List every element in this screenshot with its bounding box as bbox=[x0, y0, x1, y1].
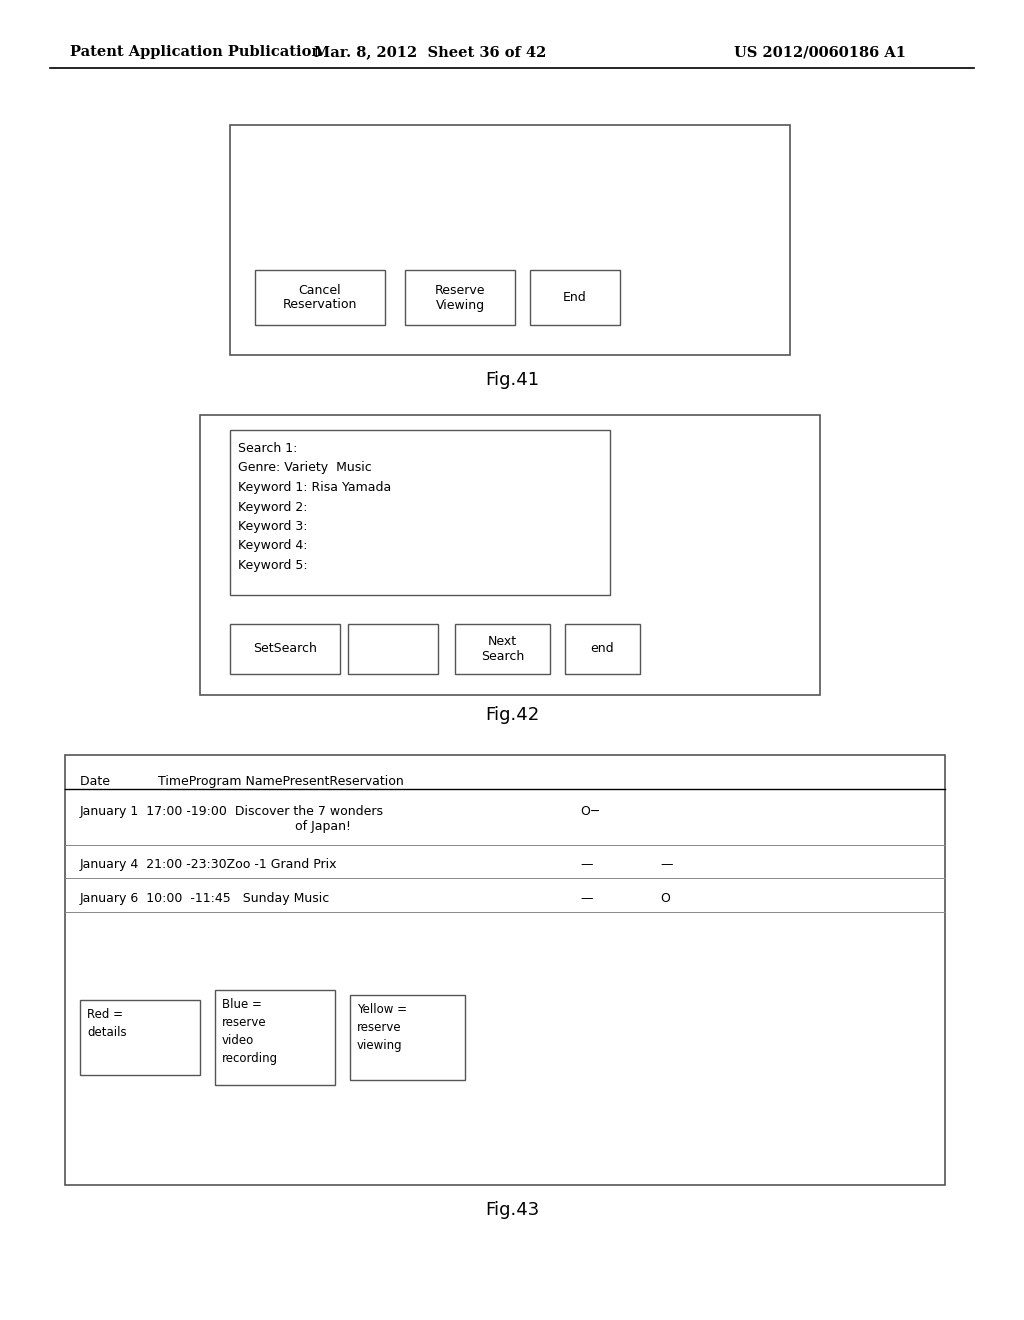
Bar bbox=[565, 624, 640, 675]
Text: Blue =
reserve
video
recording: Blue = reserve video recording bbox=[222, 998, 279, 1065]
Text: Reserve
Viewing: Reserve Viewing bbox=[435, 284, 485, 312]
Text: US 2012/0060186 A1: US 2012/0060186 A1 bbox=[734, 45, 906, 59]
Bar bbox=[215, 990, 335, 1085]
Text: End: End bbox=[563, 290, 587, 304]
Bar bbox=[230, 624, 340, 675]
Text: O−: O− bbox=[580, 805, 600, 818]
Text: January 4  21:00 -23:30Zoo -1 Grand Prix: January 4 21:00 -23:30Zoo -1 Grand Prix bbox=[80, 858, 338, 871]
Text: Red =
details: Red = details bbox=[87, 1008, 127, 1039]
Text: end: end bbox=[591, 643, 614, 656]
Bar bbox=[65, 755, 945, 1185]
Text: Cancel
Reservation: Cancel Reservation bbox=[283, 284, 357, 312]
Text: of Japan!: of Japan! bbox=[295, 820, 351, 833]
Bar bbox=[455, 624, 550, 675]
Bar bbox=[200, 414, 820, 696]
Text: Yellow =
reserve
viewing: Yellow = reserve viewing bbox=[357, 1003, 407, 1052]
Text: January 1  17:00 -19:00  Discover the 7 wonders: January 1 17:00 -19:00 Discover the 7 wo… bbox=[80, 805, 384, 818]
Bar bbox=[530, 271, 620, 325]
Text: —: — bbox=[580, 892, 593, 906]
Bar bbox=[80, 1001, 200, 1074]
Text: Patent Application Publication: Patent Application Publication bbox=[70, 45, 322, 59]
Text: —: — bbox=[660, 858, 673, 871]
Text: Fig.42: Fig.42 bbox=[485, 706, 539, 723]
Text: Fig.41: Fig.41 bbox=[485, 371, 539, 389]
Bar bbox=[230, 125, 790, 355]
Text: Next
Search: Next Search bbox=[481, 635, 524, 663]
Text: O: O bbox=[660, 892, 670, 906]
Bar bbox=[348, 624, 438, 675]
Text: Date            TimeProgram NamePresentReservation: Date TimeProgram NamePresentReservation bbox=[80, 775, 403, 788]
Bar bbox=[255, 271, 385, 325]
Text: Mar. 8, 2012  Sheet 36 of 42: Mar. 8, 2012 Sheet 36 of 42 bbox=[313, 45, 546, 59]
Text: SetSearch: SetSearch bbox=[253, 643, 317, 656]
Bar bbox=[350, 995, 465, 1080]
Text: Fig.43: Fig.43 bbox=[485, 1201, 539, 1218]
Bar bbox=[230, 430, 610, 595]
Text: January 6  10:00  -11:45   Sunday Music: January 6 10:00 -11:45 Sunday Music bbox=[80, 892, 331, 906]
Text: —: — bbox=[580, 858, 593, 871]
Bar bbox=[406, 271, 515, 325]
Text: Search 1:
Genre: Variety  Music
Keyword 1: Risa Yamada
Keyword 2:
Keyword 3:
Key: Search 1: Genre: Variety Music Keyword 1… bbox=[238, 442, 391, 572]
